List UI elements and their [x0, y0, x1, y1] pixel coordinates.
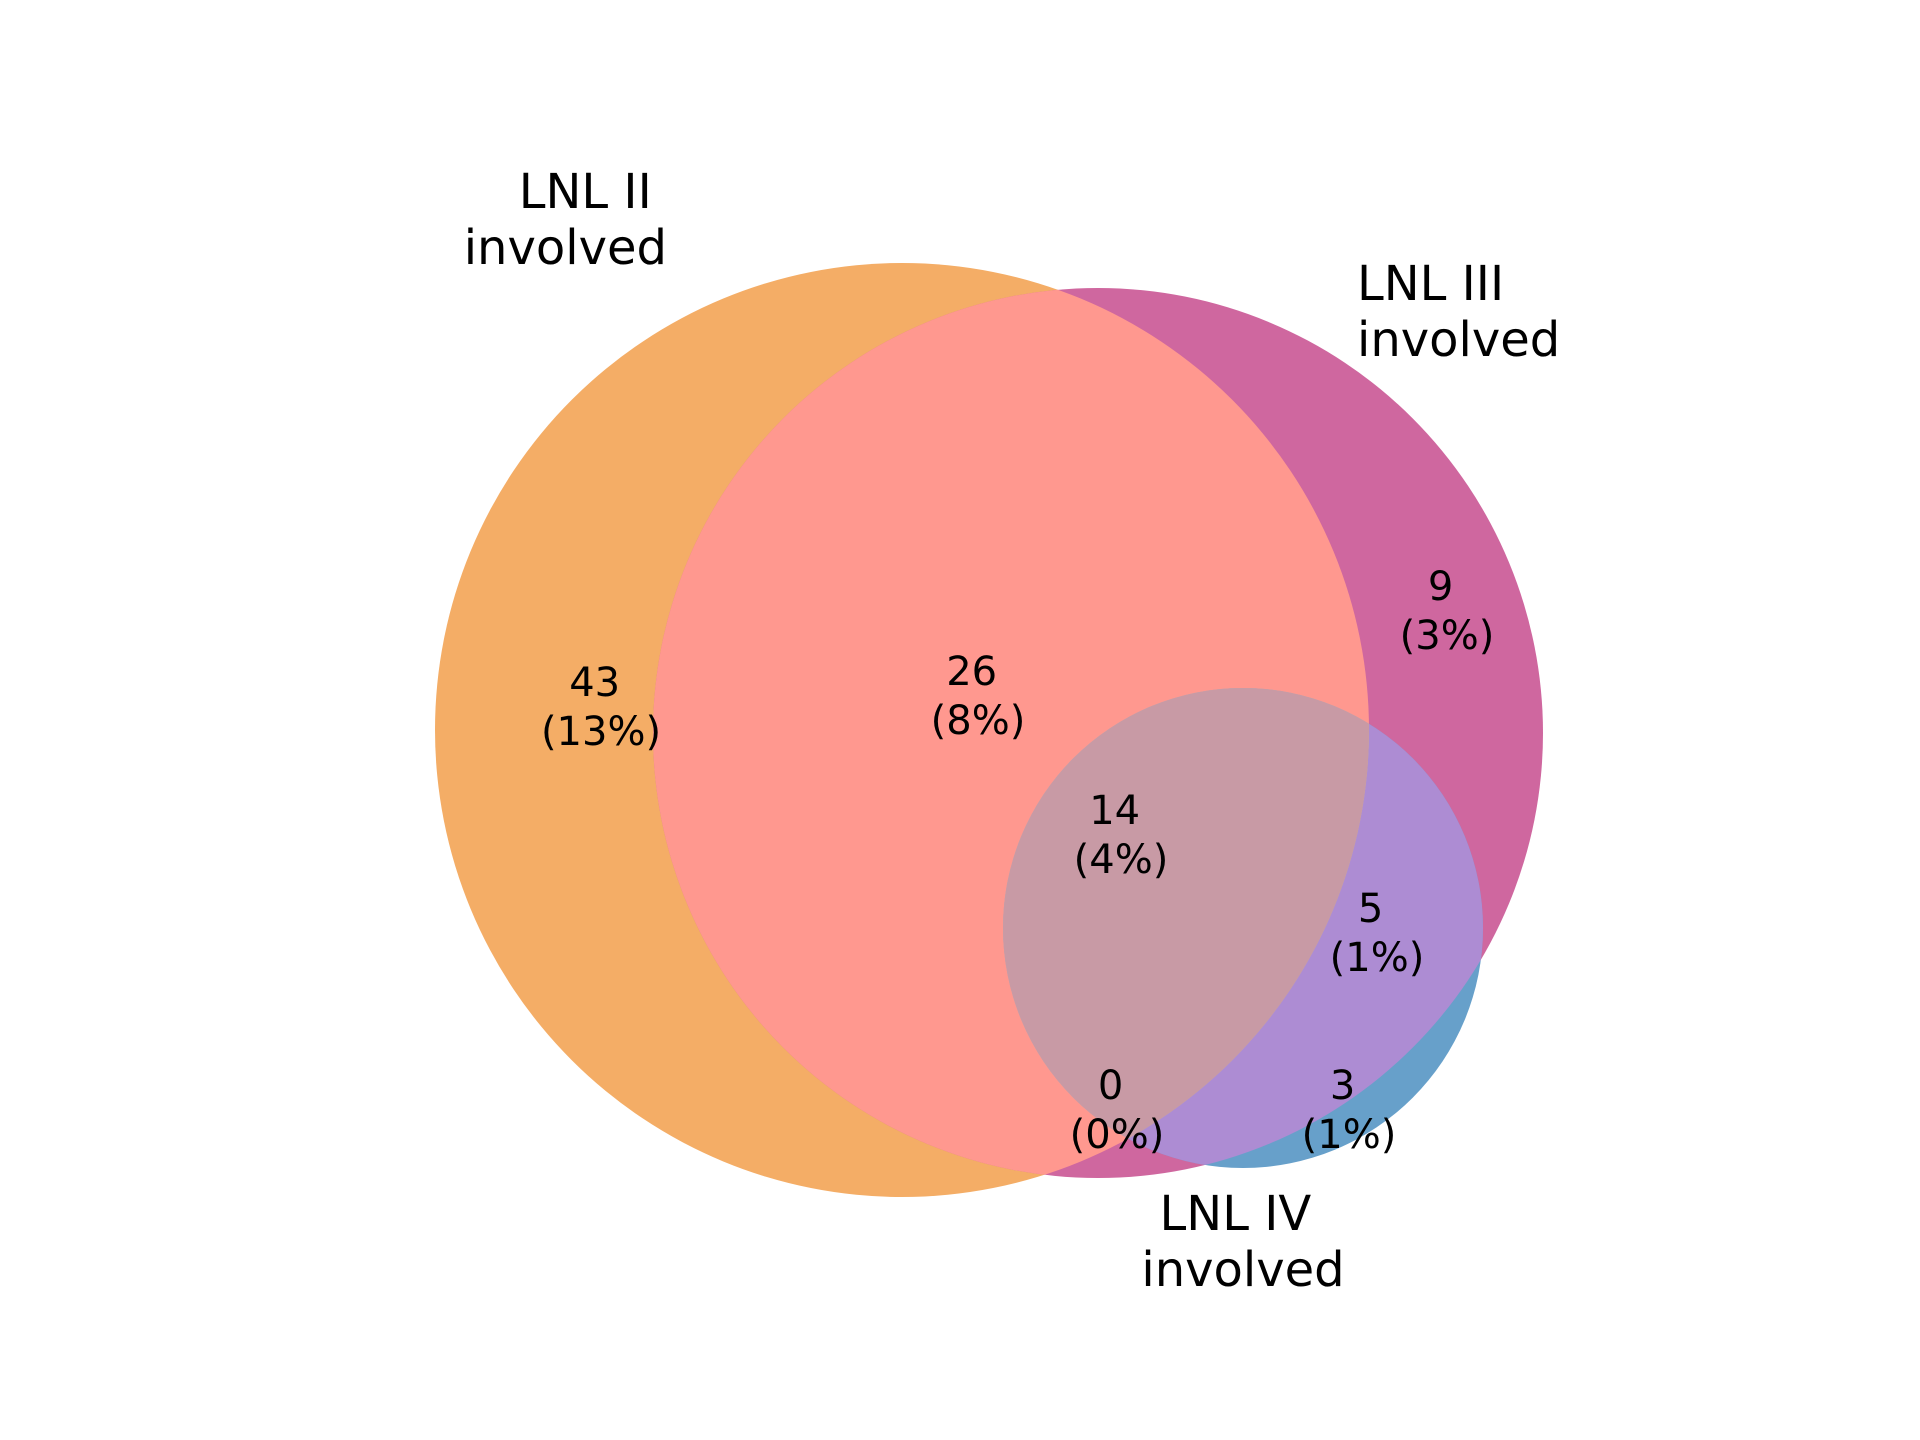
- region-only-lnl2: 43 (13%): [541, 660, 661, 755]
- region-lnl2-lnl4: 0 (0%): [1070, 1063, 1165, 1158]
- region-count: 43: [569, 660, 620, 706]
- region-percent: (1%): [1330, 935, 1425, 981]
- region-count: 14: [1089, 788, 1140, 834]
- region-count: 3: [1330, 1063, 1355, 1109]
- set-label-lnl2: LNL II involved: [464, 164, 667, 276]
- region-percent: (8%): [931, 698, 1026, 744]
- region-percent: (3%): [1400, 613, 1495, 659]
- region-only-lnl3: 9 (3%): [1400, 564, 1495, 659]
- region-percent: (0%): [1070, 1112, 1165, 1158]
- set-label-lnl3: LNL III involved: [1357, 256, 1560, 368]
- region-count: 26: [946, 649, 997, 695]
- region-count: 0: [1098, 1063, 1123, 1109]
- set-label-lnl3-line1: LNL III: [1357, 256, 1504, 312]
- region-count: 9: [1428, 564, 1453, 610]
- region-all-three: 14 (4%): [1074, 788, 1169, 883]
- region-count: 5: [1358, 886, 1383, 932]
- region-only-lnl4: 3 (1%): [1302, 1063, 1397, 1158]
- region-percent: (1%): [1302, 1112, 1397, 1158]
- set-label-lnl2-line2: involved: [464, 220, 667, 276]
- region-percent: (13%): [541, 709, 661, 755]
- set-label-lnl3-line2: involved: [1357, 312, 1560, 368]
- region-lnl2-lnl3: 26 (8%): [931, 649, 1026, 744]
- region-percent: (4%): [1074, 837, 1169, 883]
- set-label-lnl4: LNL IV involved: [1141, 1186, 1344, 1298]
- set-label-lnl4-line2: involved: [1141, 1242, 1344, 1298]
- region-lnl3-lnl4: 5 (1%): [1330, 886, 1425, 981]
- set-label-lnl4-line1: LNL IV: [1160, 1186, 1312, 1242]
- set-label-lnl2-line1: LNL II: [519, 164, 652, 220]
